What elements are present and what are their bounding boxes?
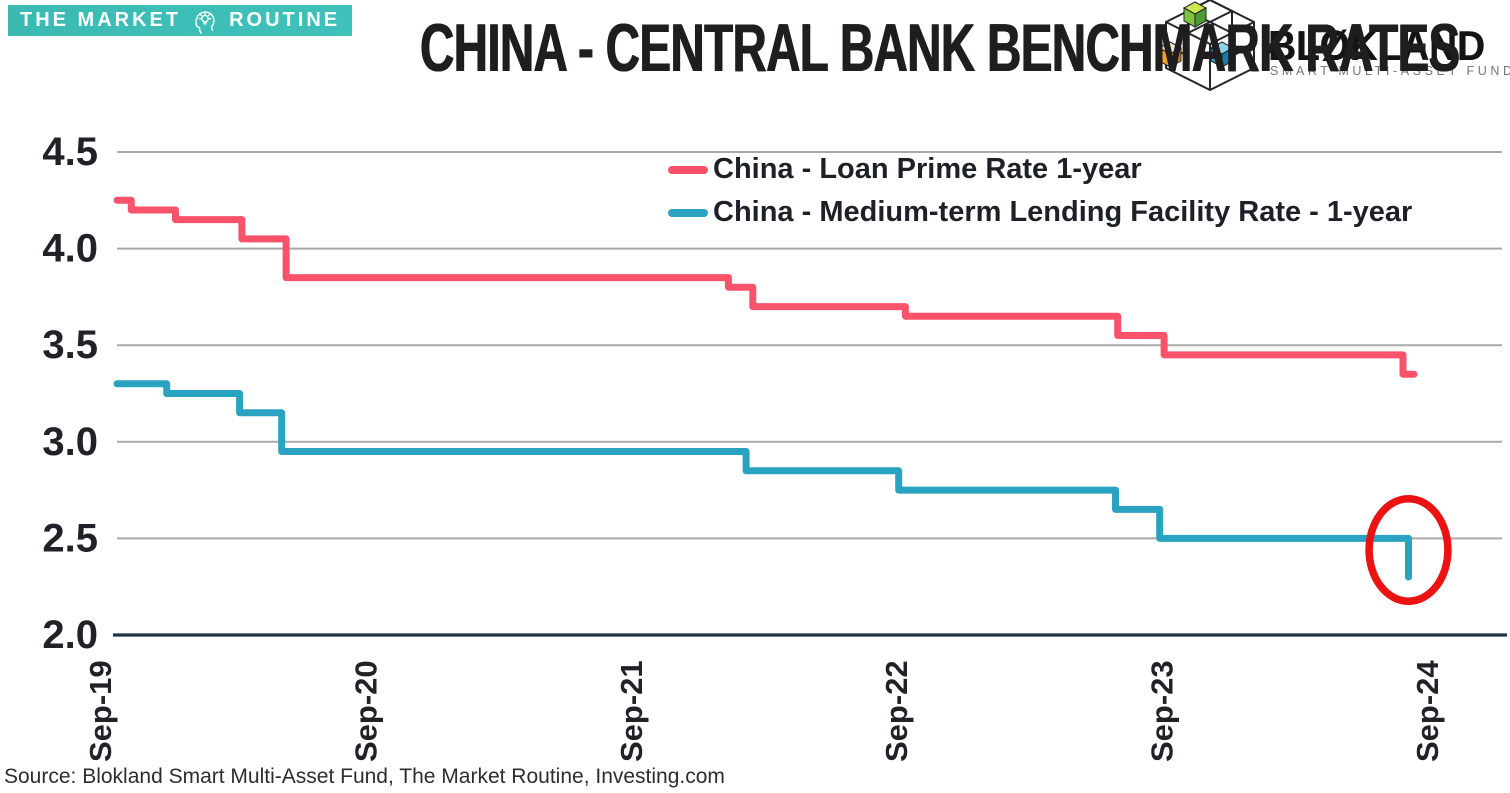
page-title-text: CHINA - CENTRAL BANK BENCHMARK RATES — [420, 10, 1460, 86]
x-tick-Sep-20: Sep-20 — [348, 660, 383, 762]
market-routine-banner: THE MARKET ROUTINE — [8, 5, 353, 36]
x-tick-Sep-22: Sep-22 — [879, 660, 914, 762]
chart-legend: China - Loan Prime Rate 1-year China - M… — [668, 148, 1412, 234]
blokland-subtitle: SMART MULTI-ASSET FUND — [1270, 64, 1510, 78]
series-line-loan-prime-rate — [113, 196, 1418, 378]
y-tick-3.0: 3.0 — [42, 420, 98, 464]
legend-item-loan-prime-rate: China - Loan Prime Rate 1-year — [668, 148, 1412, 191]
legend-swatch-mlf-rate — [668, 208, 708, 217]
banner-text-routine: ROUTINE — [229, 8, 341, 31]
page-title: CHINA - CENTRAL BANK BENCHMARK RATES — [420, 14, 1510, 82]
x-tick-Sep-24: Sep-24 — [1410, 660, 1445, 762]
y-tick-2.0: 2.0 — [42, 613, 98, 657]
x-tick-Sep-23: Sep-23 — [1145, 660, 1180, 762]
legend-label-mlf-rate: China - Medium-term Lending Facility Rat… — [713, 196, 1413, 228]
series-line-mlf-rate — [113, 380, 1412, 581]
source-attribution: Source: Blokland Smart Multi-Asset Fund,… — [4, 765, 725, 788]
legend-swatch-loan-prime-rate — [668, 165, 708, 174]
x-tick-Sep-19: Sep-19 — [83, 660, 118, 762]
y-tick-4.5: 4.5 — [42, 130, 98, 174]
blokland-wordmark: BLØKLAND — [1268, 22, 1485, 69]
blokland-logo: BLØKLAND SMART MULTI-ASSET FUND — [1150, 0, 1510, 96]
blokland-cubes-icon — [1157, 0, 1255, 92]
y-tick-2.5: 2.5 — [42, 516, 98, 560]
legend-label-loan-prime-rate: China - Loan Prime Rate 1-year — [713, 153, 1142, 185]
highlight-circle-annotation — [1365, 495, 1452, 605]
y-tick-4.0: 4.0 — [42, 227, 98, 271]
head-lightbulb-icon — [195, 10, 215, 34]
x-tick-Sep-21: Sep-21 — [614, 660, 649, 762]
y-tick-3.5: 3.5 — [42, 323, 98, 367]
legend-item-mlf-rate: China - Medium-term Lending Facility Rat… — [668, 191, 1412, 234]
banner-text-the-market: THE MARKET — [20, 8, 182, 31]
